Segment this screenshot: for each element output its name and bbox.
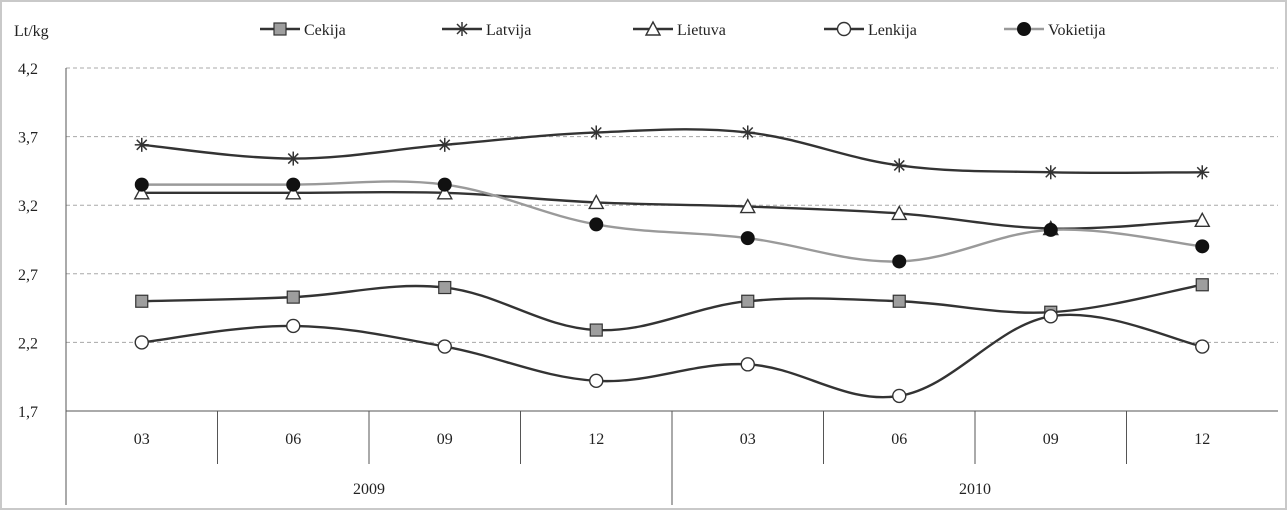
circle-marker [437,339,452,354]
x-tick-label: 12 [588,431,604,448]
legend-label: Cekija [304,22,346,39]
dot-marker [134,177,149,192]
square-marker [273,22,287,36]
series-line [141,313,1203,399]
star-stroke [439,139,451,151]
legend-item-cekija: Cekija [260,22,346,39]
legend-label: Lietuva [677,22,726,39]
square-marker [1195,278,1209,292]
y-tick-label: 4,2 [18,61,38,78]
dot-marker [892,254,907,269]
square-marker [741,294,755,308]
dot-marker [437,177,452,192]
legend-label: Latvija [486,22,531,39]
star-stroke [590,126,602,139]
circle-marker [836,21,852,37]
circle-marker [286,318,301,334]
series-lenkija [134,309,1210,404]
triangle-marker [436,184,453,200]
star-marker [134,137,149,152]
y-axis-label: Lt/kg [14,23,49,40]
x-group-label: 2009 [353,481,385,498]
x-axis: 03 06 09 12 03 06 09 12 2009 2010 [66,410,1278,505]
dot-marker [286,177,301,192]
circle-marker [892,388,907,404]
star-stroke [136,139,148,151]
series-line [141,128,1203,175]
dot-marker [589,217,604,232]
legend: Cekija Latvija Lietuva Lenkija Vokietija [260,20,1105,39]
circle-marker [1043,309,1058,324]
square-marker [286,290,300,304]
square-marker [589,323,603,337]
star-stroke [1196,166,1208,178]
star-stroke [1045,166,1057,178]
circle-marker [134,335,149,350]
legend-item-latvija: Latvija [442,22,531,39]
triangle-marker [1194,211,1211,227]
star-marker [892,158,907,173]
y-tick-label: 2,2 [18,335,38,352]
square-marker [135,294,149,308]
series-cekija [135,278,1209,337]
star-marker [740,125,755,140]
star-marker [286,151,301,166]
x-tick-label: 03 [134,431,150,448]
y-tick-label: 3,7 [18,130,38,147]
dot-marker [740,231,755,246]
x-group-label: 2010 [959,481,991,498]
legend-label: Vokietija [1048,22,1105,39]
triangle-marker [588,193,605,210]
x-tick-label: 12 [1194,431,1210,448]
star-marker [1195,165,1210,180]
star-stroke [742,126,754,139]
triangle-marker [285,184,302,200]
x-tick-label: 06 [285,431,301,448]
square-marker [892,294,906,308]
series-latvija [134,125,1210,180]
star-stroke [456,23,468,35]
triangle-marker [644,20,662,36]
star-marker [589,125,604,140]
circle-marker [589,373,604,389]
y-axis: 1,7 2,2 2,7 3,2 3,7 4,2 [18,61,67,505]
star-marker [455,22,469,36]
circle-marker [740,357,755,372]
series-vokietija [134,177,1210,269]
y-tick-label: 3,2 [18,198,38,215]
star-stroke [893,159,905,171]
triangle-marker [133,184,150,200]
circle-marker [1195,339,1210,354]
dot-marker [1043,222,1058,237]
series-line [141,180,1203,263]
legend-item-lenkija: Lenkija [824,21,917,39]
x-tick-label: 09 [437,431,453,448]
legend-item-lietuva: Lietuva [633,20,726,39]
y-tick-label: 1,7 [18,404,38,421]
x-tick-label: 06 [891,431,907,448]
legend-label: Lenkija [868,22,917,39]
star-stroke [287,153,299,165]
dot-marker [1017,22,1031,36]
x-tick-label: 09 [1043,431,1059,448]
triangle-marker [891,204,908,221]
y-tick-label: 2,7 [18,267,38,284]
series-line [141,190,1203,230]
star-marker [1043,165,1058,180]
series-lines [133,125,1211,404]
x-tick-label: 03 [740,431,756,448]
legend-item-vokietija: Vokietija [1004,22,1105,39]
square-marker [438,280,452,295]
dot-marker [1195,239,1210,254]
series-line [141,283,1203,332]
star-marker [437,137,452,152]
triangle-marker [739,198,756,214]
